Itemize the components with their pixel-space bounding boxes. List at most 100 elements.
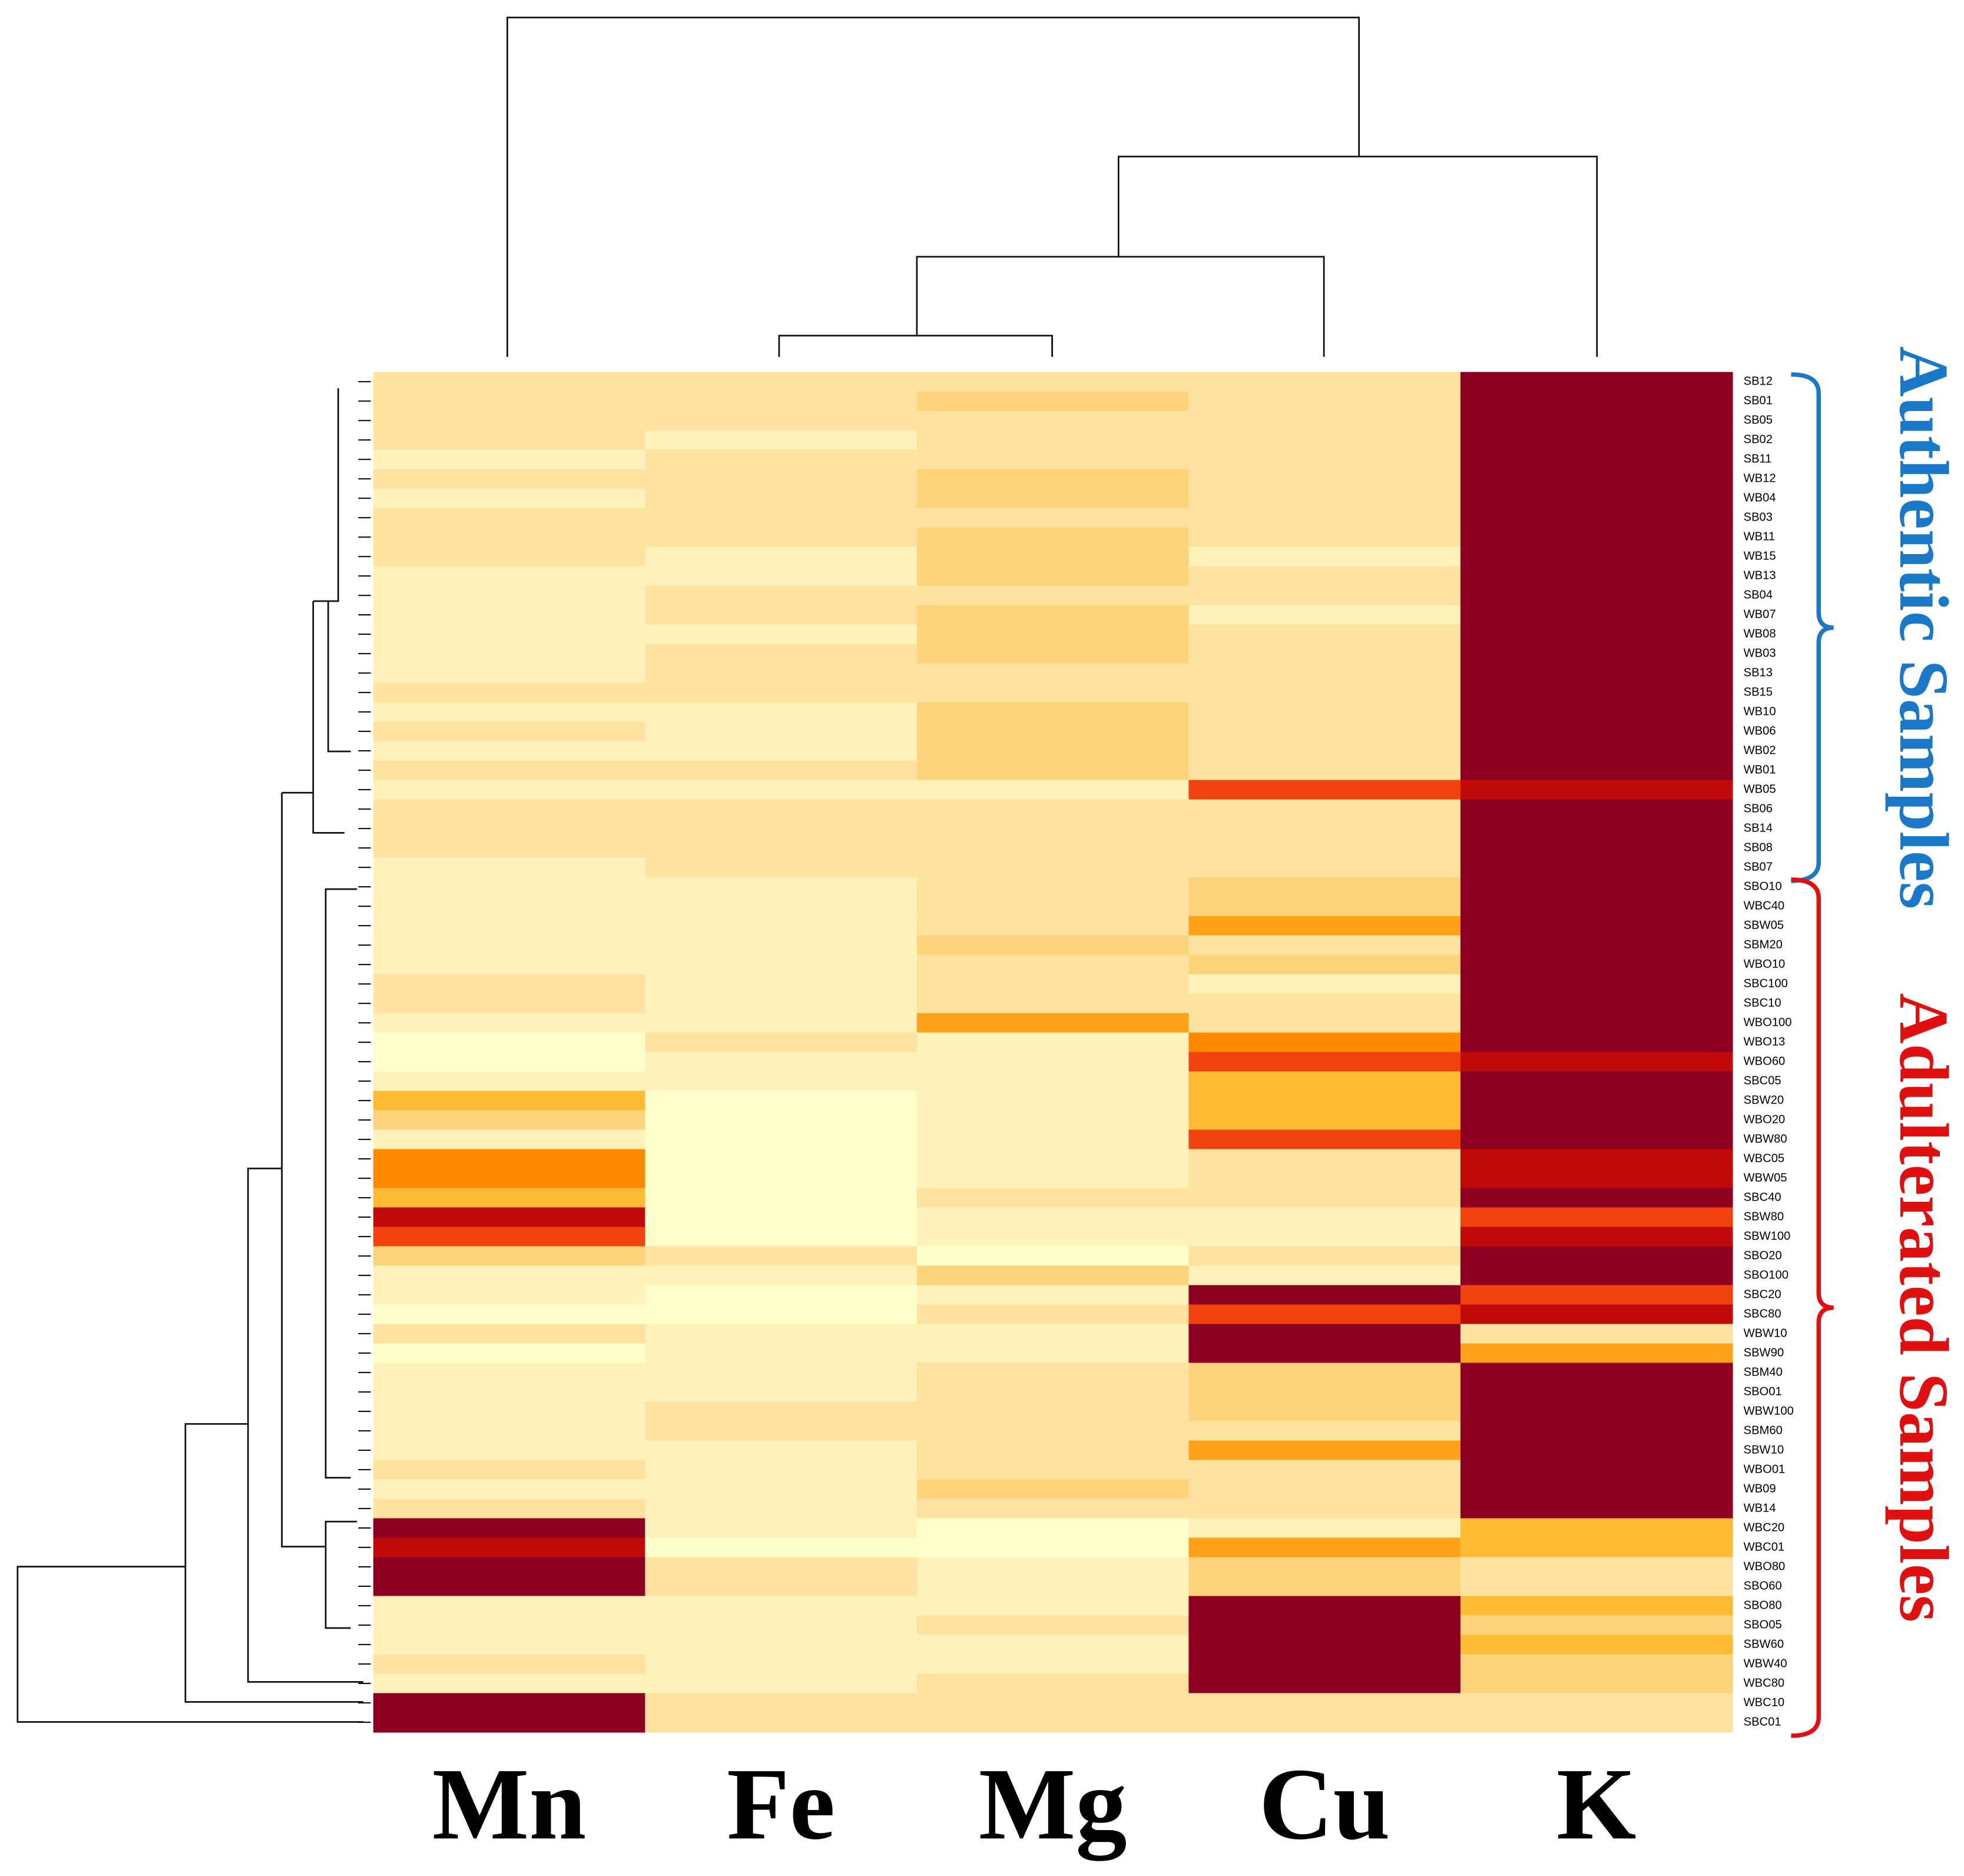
heatmap-cell	[916, 1440, 1190, 1461]
heatmap-cell	[645, 1285, 918, 1305]
heatmap-cell	[1460, 780, 1733, 800]
heatmap-cell	[373, 1615, 646, 1636]
heatmap-cell	[1460, 1149, 1733, 1169]
heatmap-cell	[916, 1557, 1190, 1577]
row-label: SBC01	[1744, 1715, 1781, 1728]
heatmap-cell	[645, 1460, 918, 1480]
row-label: WBO01	[1744, 1463, 1786, 1476]
heatmap-cell	[916, 449, 1190, 470]
heatmap-cell	[1460, 1518, 1733, 1539]
heatmap-cell	[1460, 1168, 1733, 1189]
row-label: WBC05	[1744, 1152, 1785, 1165]
heatmap-cell	[373, 372, 646, 392]
heatmap-cell	[373, 663, 646, 684]
row-label: WBW10	[1744, 1327, 1787, 1340]
row-label: SBM40	[1744, 1365, 1783, 1378]
heatmap-cell	[1188, 1596, 1462, 1616]
heatmap-cell	[645, 799, 918, 820]
heatmap-cell	[1460, 663, 1733, 684]
heatmap-cell	[1460, 818, 1733, 839]
heatmap-cell	[645, 1421, 918, 1441]
group-label: Adulterated Samples	[1885, 993, 1963, 1623]
heatmap-cell	[1460, 1421, 1733, 1441]
heatmap-cell	[1460, 624, 1733, 645]
heatmap-cell	[373, 1149, 646, 1169]
heatmap-cell	[645, 1479, 918, 1500]
heatmap-cell	[916, 585, 1190, 606]
group-brace	[1791, 372, 1834, 883]
heatmap-cell	[1460, 1654, 1733, 1675]
heatmap-cell	[645, 1032, 918, 1053]
heatmap-cell	[373, 780, 646, 800]
heatmap-cell	[916, 1265, 1190, 1286]
heatmap-cell	[916, 1071, 1190, 1092]
heatmap-cell	[645, 449, 918, 470]
heatmap-cell	[1188, 935, 1462, 956]
heatmap-cell	[645, 818, 918, 839]
row-label: WB12	[1744, 472, 1776, 485]
heatmap-cell	[1188, 896, 1462, 917]
heatmap-cell	[1188, 1149, 1462, 1169]
heatmap-cell	[916, 1673, 1190, 1694]
heatmap-cell	[916, 1363, 1190, 1383]
heatmap-cell	[373, 799, 646, 820]
heatmap-cell	[1188, 1110, 1462, 1131]
row-label: WB01	[1744, 763, 1776, 776]
row-label: WB09	[1744, 1482, 1776, 1495]
heatmap-cell	[1188, 1129, 1462, 1150]
heatmap-cell	[916, 508, 1190, 528]
heatmap-cell	[1188, 527, 1462, 548]
heatmap-cell	[1188, 838, 1462, 859]
heatmap-cell	[916, 1129, 1190, 1150]
heatmap-cell	[373, 1343, 646, 1364]
heatmap-cell	[373, 1654, 646, 1675]
heatmap-cell	[645, 1557, 918, 1577]
heatmap-cell	[373, 741, 646, 761]
heatmap-cell	[373, 449, 646, 470]
heatmap-cell	[916, 1149, 1190, 1169]
heatmap-cell	[1460, 1537, 1733, 1558]
heatmap-cell	[916, 566, 1190, 586]
row-label: WBW100	[1744, 1404, 1794, 1417]
heatmap-cell	[645, 1110, 918, 1131]
heatmap-cell	[1460, 410, 1733, 431]
heatmap-cell	[373, 1440, 646, 1461]
row-label: WB05	[1744, 783, 1776, 796]
heatmap-cell	[1460, 1227, 1733, 1247]
row-label: WBC40	[1744, 899, 1785, 912]
heatmap-cell	[1460, 1615, 1733, 1636]
heatmap-cell	[1460, 877, 1733, 897]
heatmap-cell	[1460, 799, 1733, 820]
heatmap-cell	[373, 993, 646, 1014]
heatmap-cell	[1188, 1343, 1462, 1364]
heatmap-cell	[916, 527, 1190, 548]
column-label: Mg	[979, 1747, 1127, 1861]
heatmap-cell	[373, 916, 646, 936]
group-label: Authentic Samples	[1885, 346, 1963, 909]
heatmap-cell	[916, 605, 1190, 625]
heatmap-cell	[373, 857, 646, 878]
heatmap-cell	[916, 1693, 1190, 1713]
heatmap-cell	[373, 1596, 646, 1616]
heatmap-cell	[645, 1654, 918, 1675]
heatmap-cell	[916, 372, 1190, 392]
heatmap-cell	[373, 974, 646, 995]
heatmap-cell	[373, 391, 646, 412]
heatmap-cell	[1188, 605, 1462, 625]
row-label: SBO10	[1744, 880, 1782, 893]
heatmap-cell	[645, 624, 918, 645]
heatmap-cell	[645, 1265, 918, 1286]
heatmap-cell	[916, 1091, 1190, 1111]
heatmap-cell	[916, 1479, 1190, 1500]
heatmap-cell	[373, 1013, 646, 1033]
heatmap-cell	[645, 644, 918, 664]
heatmap-cell	[373, 624, 646, 645]
heatmap-cell	[1188, 1576, 1462, 1597]
heatmap-cell	[1460, 1246, 1733, 1267]
heatmap-cell	[1188, 702, 1462, 722]
heatmap-cell	[1188, 1265, 1462, 1286]
heatmap-cell	[916, 954, 1190, 975]
heatmap-cell	[916, 1460, 1190, 1480]
heatmap-cell	[645, 1363, 918, 1383]
heatmap-cell	[1188, 1071, 1462, 1092]
